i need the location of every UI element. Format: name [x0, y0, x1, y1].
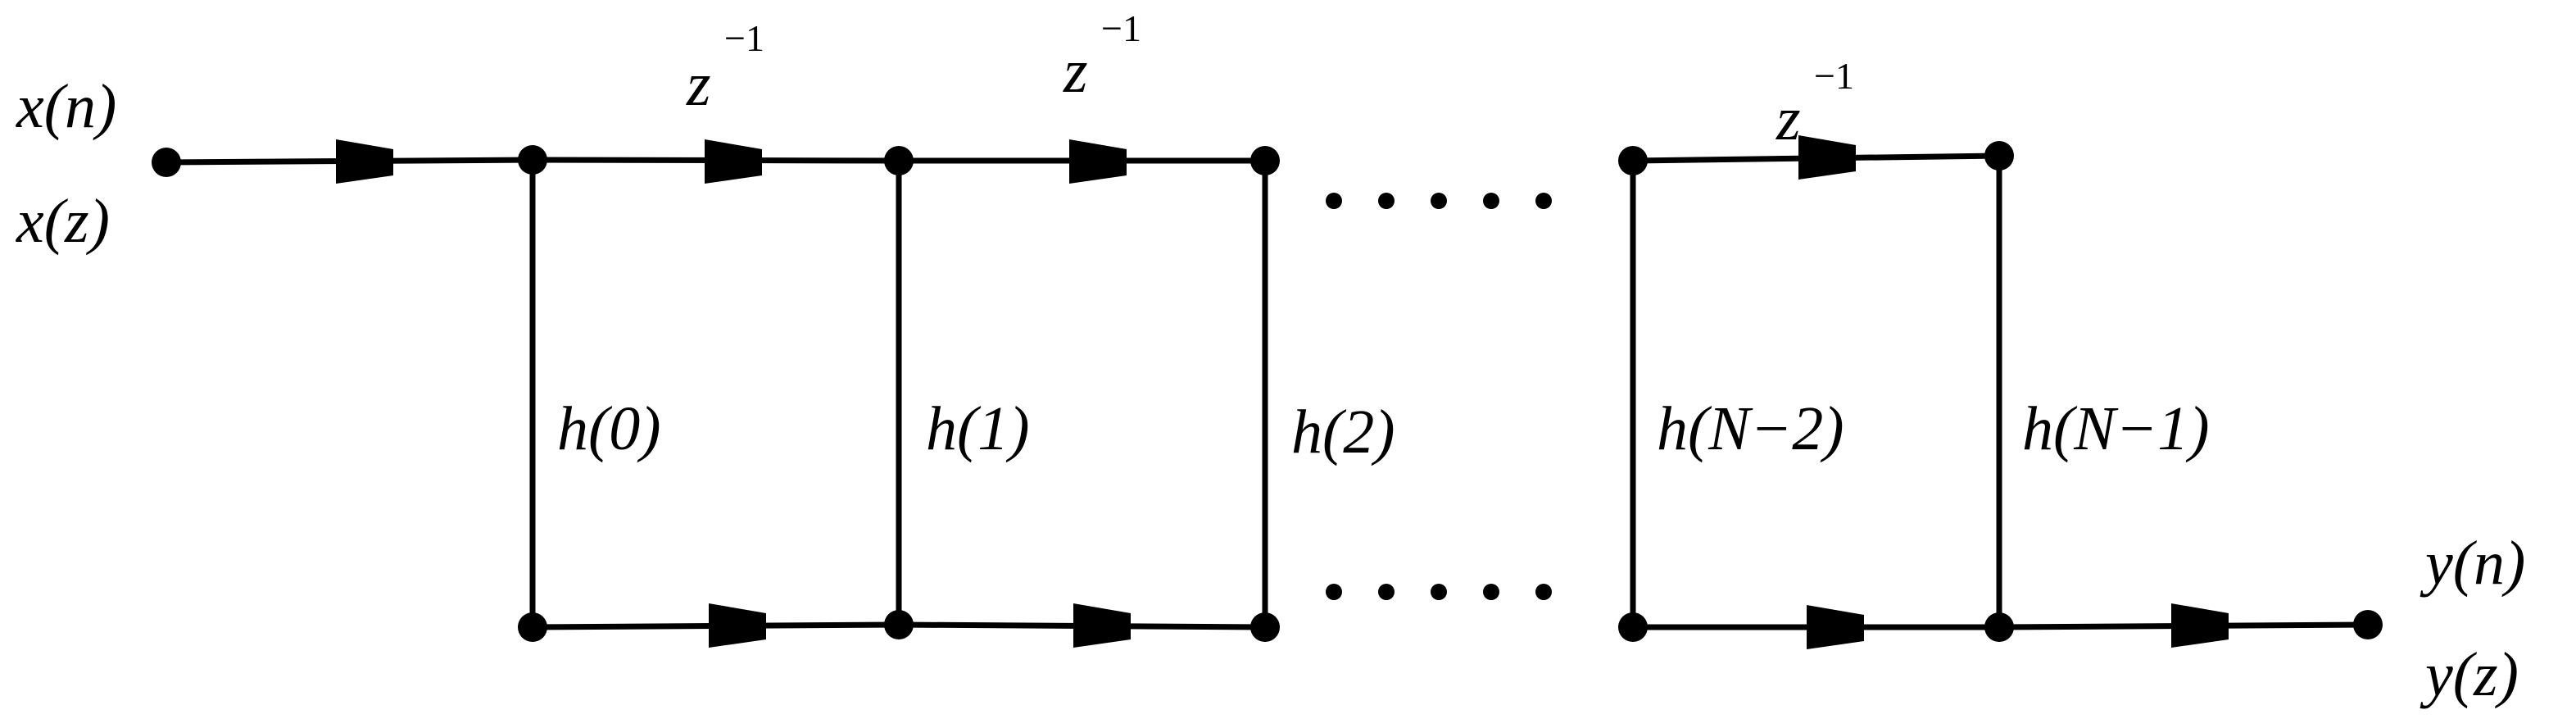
input-time-label: x(n): [16, 72, 116, 141]
arrowhead: [705, 139, 762, 184]
node: [518, 145, 547, 175]
arrowhead: [2171, 603, 2229, 648]
arrowhead: [1069, 139, 1127, 184]
delay-label-1: z −1: [686, 17, 764, 119]
svg-text:z: z: [1063, 37, 1088, 106]
node: [1984, 612, 2014, 642]
output-node: [2353, 610, 2383, 639]
coefficient-label-h0: h(0): [557, 394, 661, 463]
svg-text:−1: −1: [1814, 55, 1854, 97]
arrowhead: [1807, 605, 1864, 649]
coefficient-label-h1: h(1): [926, 394, 1030, 463]
delay-label-3: z −1: [1776, 55, 1854, 153]
node: [1250, 146, 1280, 175]
delay-label-2: z −1: [1063, 7, 1141, 106]
svg-text:−1: −1: [724, 17, 764, 59]
ellipsis-top: [1326, 193, 1552, 209]
output-z-label: y(z): [2420, 640, 2519, 709]
nodes: [152, 141, 2383, 642]
node: [1618, 612, 1648, 642]
arrowhead: [1073, 603, 1131, 648]
arrowheads: [336, 135, 2229, 649]
node: [518, 612, 547, 642]
svg-text:z: z: [1776, 84, 1801, 153]
coefficient-label-hN-1: h(N−1): [2022, 394, 2210, 463]
node: [1984, 141, 2014, 171]
arrowhead: [1798, 135, 1856, 180]
bottom-sum-path: [532, 621, 2369, 630]
svg-text:z: z: [686, 50, 711, 119]
node: [1618, 146, 1648, 175]
input-node: [152, 148, 181, 177]
input-z-label: x(z): [16, 187, 110, 256]
node: [884, 146, 914, 175]
coefficient-label-hN-2: h(N−2): [1657, 394, 1844, 463]
coefficient-label-h2: h(2): [1291, 398, 1395, 466]
arrowhead: [709, 603, 766, 648]
ellipsis-bottom: [1326, 584, 1552, 600]
node: [1250, 612, 1280, 642]
node: [884, 610, 914, 639]
arrowhead: [336, 139, 393, 184]
output-time-label: y(n): [2420, 529, 2525, 598]
coefficient-branches: [529, 156, 2002, 627]
svg-text:−1: −1: [1101, 7, 1141, 49]
